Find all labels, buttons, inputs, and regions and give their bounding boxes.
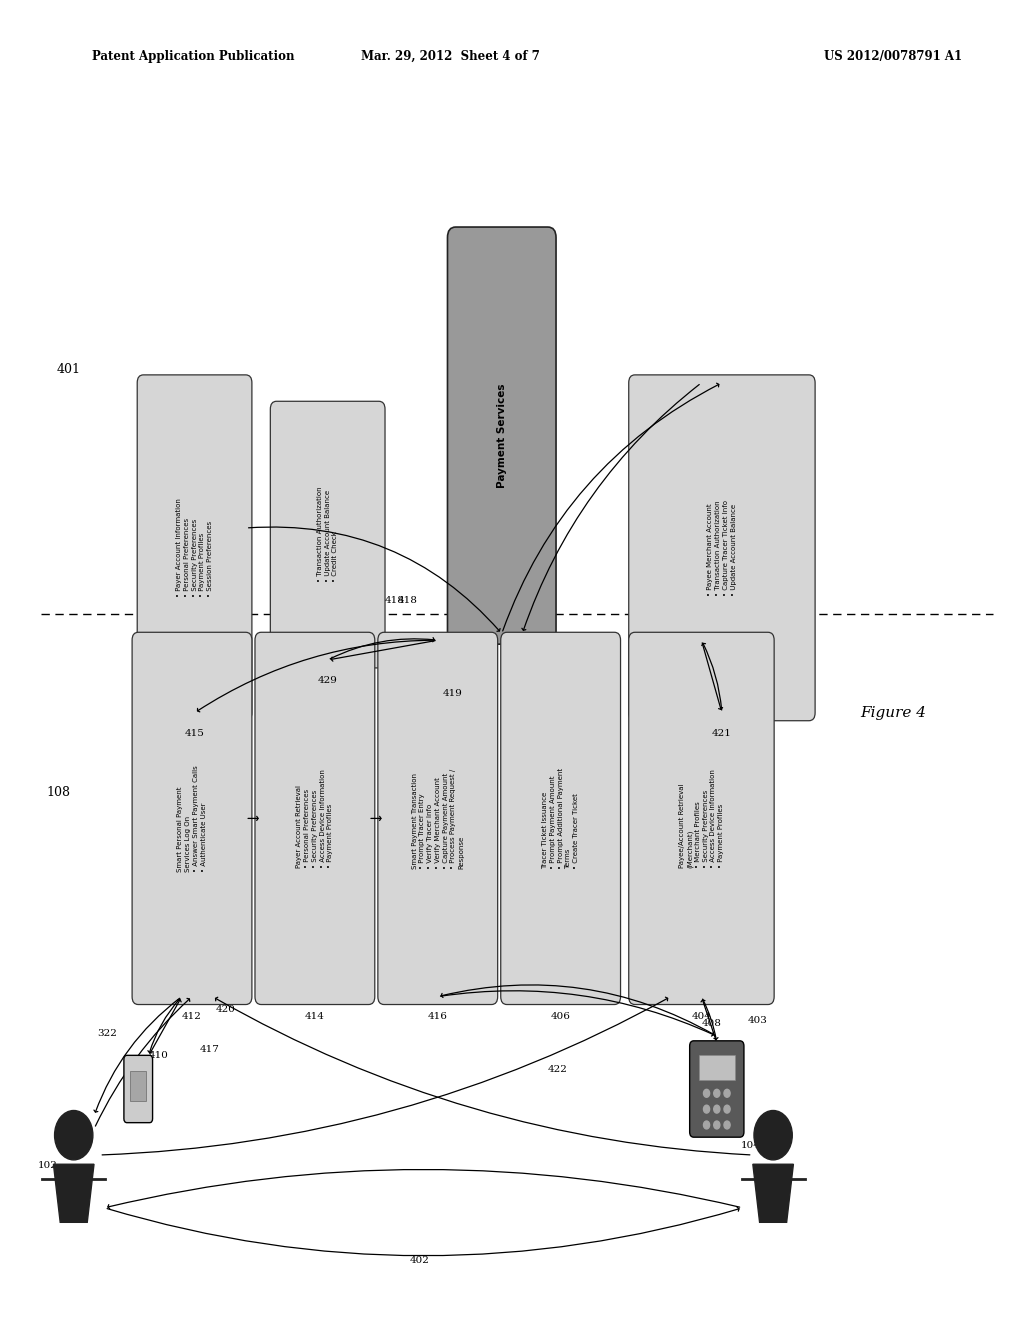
FancyBboxPatch shape	[255, 632, 375, 1005]
Text: 429: 429	[317, 676, 338, 685]
Text: Payment Services: Payment Services	[497, 383, 507, 488]
Text: US 2012/0078791 A1: US 2012/0078791 A1	[824, 50, 963, 63]
Text: 104: 104	[740, 1142, 761, 1151]
Text: Figure 4: Figure 4	[860, 706, 926, 721]
Text: • Transaction Authorization
• Update Account Balance
• Credit Check: • Transaction Authorization • Update Acc…	[317, 487, 338, 582]
FancyBboxPatch shape	[130, 1072, 146, 1101]
Text: Mar. 29, 2012  Sheet 4 of 7: Mar. 29, 2012 Sheet 4 of 7	[361, 50, 540, 63]
FancyBboxPatch shape	[124, 1056, 153, 1122]
Circle shape	[54, 1110, 93, 1160]
Text: 412: 412	[182, 1012, 202, 1022]
Text: 402: 402	[410, 1257, 430, 1265]
Text: 422: 422	[548, 1065, 568, 1073]
FancyBboxPatch shape	[690, 1040, 743, 1138]
Text: 417: 417	[200, 1045, 220, 1053]
Text: 419: 419	[442, 689, 462, 697]
Text: 410: 410	[148, 1052, 169, 1060]
Text: 420: 420	[215, 1006, 236, 1014]
Text: 404: 404	[717, 1059, 737, 1067]
FancyBboxPatch shape	[137, 375, 252, 721]
Text: • Payer Account Information
• Personal Preferences
• Security Preferences
• Paym: • Payer Account Information • Personal P…	[176, 499, 213, 597]
Text: 414: 414	[305, 1012, 325, 1022]
Text: Payee/Account Retrieval
(Merchant)
• Merchant Profiles
• Security Preferences
• : Payee/Account Retrieval (Merchant) • Mer…	[679, 770, 724, 867]
Text: 404: 404	[691, 1012, 712, 1022]
FancyBboxPatch shape	[698, 1055, 735, 1080]
FancyBboxPatch shape	[447, 227, 556, 644]
Text: 418: 418	[384, 597, 404, 605]
FancyBboxPatch shape	[132, 632, 252, 1005]
Circle shape	[724, 1105, 730, 1113]
Text: • Payee Merchant Account
• Transaction Authorization
• Capture Tracer Ticket Inf: • Payee Merchant Account • Transaction A…	[708, 500, 736, 595]
Text: 418: 418	[397, 597, 417, 605]
FancyBboxPatch shape	[629, 632, 774, 1005]
FancyBboxPatch shape	[270, 401, 385, 668]
FancyBboxPatch shape	[629, 375, 815, 721]
Text: 401: 401	[56, 363, 80, 376]
Polygon shape	[753, 1164, 794, 1222]
FancyBboxPatch shape	[378, 632, 498, 1005]
Circle shape	[703, 1121, 710, 1129]
Text: 322: 322	[97, 1030, 118, 1039]
FancyBboxPatch shape	[501, 632, 621, 1005]
Text: 416: 416	[428, 1012, 447, 1022]
Circle shape	[754, 1110, 793, 1160]
Text: 415: 415	[184, 729, 205, 738]
Text: Payer Account Retrieval
• Personal Preferences
• Security Preferences
• Access D: Payer Account Retrieval • Personal Prefe…	[296, 770, 334, 867]
Circle shape	[703, 1089, 710, 1097]
Circle shape	[724, 1089, 730, 1097]
Text: Smart Personal Payment
Services Log On
• Answer Smart Payment Calls
• Authentica: Smart Personal Payment Services Log On •…	[177, 766, 207, 871]
Polygon shape	[53, 1164, 94, 1222]
Circle shape	[714, 1105, 720, 1113]
Text: 403: 403	[748, 1016, 768, 1026]
Text: 421: 421	[712, 729, 732, 738]
Circle shape	[724, 1121, 730, 1129]
Text: Tracer Ticket Issuance
• Prompt Payment Amount
• Prompt Additional Payment
Terms: Tracer Ticket Issuance • Prompt Payment …	[542, 768, 580, 869]
Text: Patent Application Publication: Patent Application Publication	[92, 50, 295, 63]
Text: 102: 102	[38, 1162, 58, 1171]
Text: 406: 406	[551, 1012, 570, 1022]
Text: Smart Payment Transaction
• Prompt Tracer Entry
• Verify Tracer Info
• Verify Me: Smart Payment Transaction • Prompt Trace…	[412, 768, 464, 869]
Circle shape	[714, 1121, 720, 1129]
Circle shape	[703, 1105, 710, 1113]
Text: 408: 408	[701, 1019, 722, 1027]
Text: 108: 108	[46, 785, 70, 799]
Circle shape	[714, 1089, 720, 1097]
